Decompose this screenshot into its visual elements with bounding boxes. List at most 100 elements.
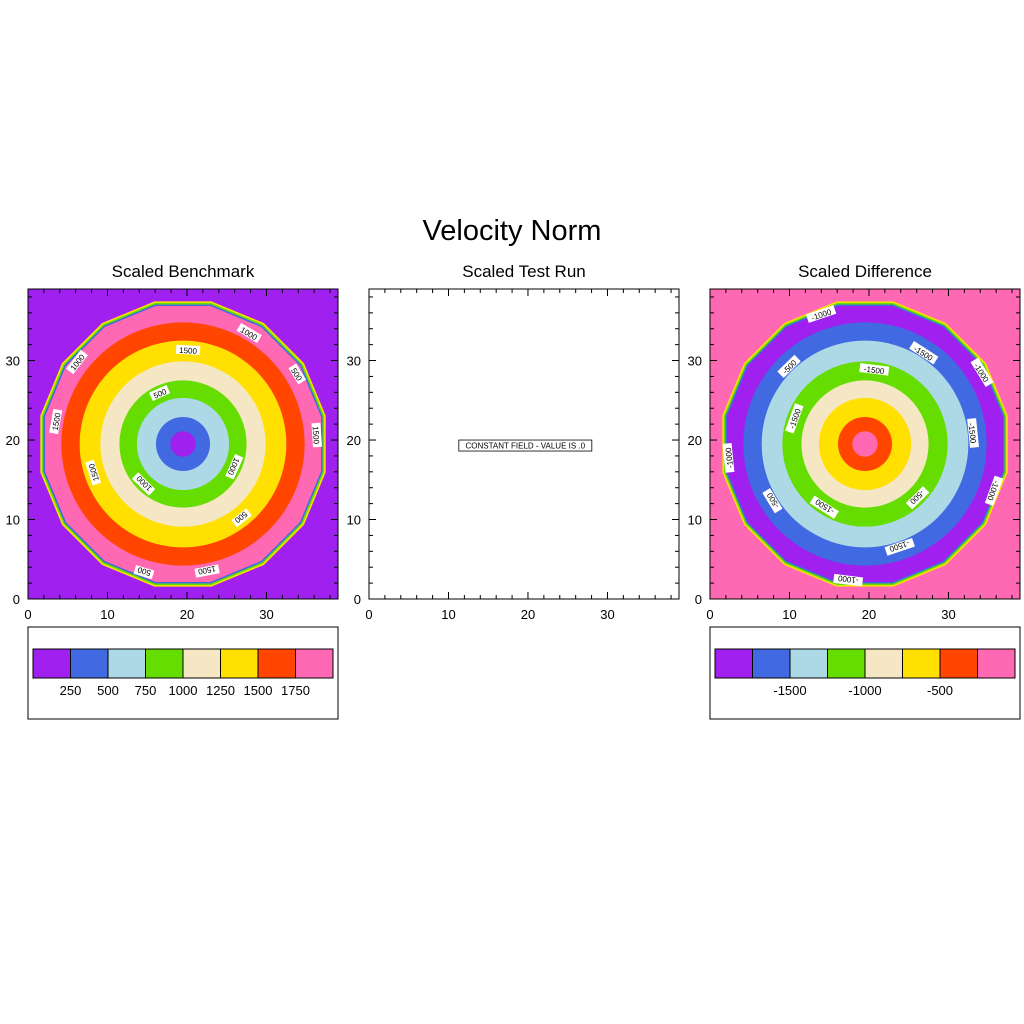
- contour-label: -1500: [967, 418, 979, 448]
- contour-label: 1500: [311, 422, 323, 448]
- x-tick-label: 10: [782, 607, 796, 622]
- x-tick-label: 30: [259, 607, 273, 622]
- axes: 00 10 10 20 20 30 30: [688, 288, 1021, 622]
- x-tick-label: 0: [365, 607, 372, 622]
- colorbar: -1500 -1000 -500: [709, 626, 1021, 720]
- axes: 00 10 10 20 20 30 30: [6, 288, 339, 622]
- contour-label: -1000: [722, 442, 735, 473]
- plot-frame: [27, 288, 339, 600]
- y-tick-label: 30: [347, 354, 361, 369]
- contour-label-box: [131, 472, 156, 496]
- plot-frame: [709, 288, 1021, 600]
- contour-label-box: [225, 453, 244, 480]
- contour-label-box: [288, 363, 307, 385]
- colorbar-box: [257, 648, 296, 679]
- colorbar-label: 1500: [244, 683, 273, 698]
- colorbar-label: -500: [927, 683, 953, 698]
- y-tick-label: 10: [6, 513, 20, 528]
- x-tick-label: 30: [600, 607, 614, 622]
- plot-frame: [368, 288, 680, 600]
- colorbar-box: [752, 648, 791, 679]
- y-tick-label: 10: [347, 513, 361, 528]
- colorbar-box: [145, 648, 184, 679]
- colorbar-label: 250: [60, 683, 82, 698]
- x-tick-label: 20: [180, 607, 194, 622]
- plot-area: CONSTANT FIELD - VALUE IS .0 00 10 10 20 20 30…: [347, 288, 680, 622]
- contour-label-box: [149, 384, 171, 401]
- x-tick-label: 0: [706, 607, 713, 622]
- contour-label-box: [884, 537, 915, 556]
- contour-label-box: [777, 354, 801, 378]
- contour-label: 1500: [175, 344, 201, 356]
- contour-label-box: [311, 422, 323, 448]
- contour-label-box: [970, 357, 994, 387]
- contour-label-box: [909, 341, 939, 365]
- axes: 00 10 10 20 20 30 30: [347, 288, 680, 622]
- colorbar: 250 500 750 1000 1250 1500 1750: [27, 626, 339, 720]
- contour-label-box: [859, 363, 890, 376]
- y-tick-label: 0: [695, 592, 702, 607]
- y-tick-label: 20: [6, 433, 20, 448]
- y-tick-label: 10: [688, 513, 702, 528]
- contour-label: -1000: [833, 573, 864, 587]
- colorbar-label: 500: [97, 683, 119, 698]
- x-tick-label: 20: [862, 607, 876, 622]
- panel-test-run: Scaled Test Run CONSTANT FIELD - VALUE I…: [347, 262, 680, 622]
- contour-label-box: [236, 322, 262, 343]
- panel-benchmark: Scaled Benchmark 50010001500500100015001…: [6, 262, 339, 720]
- y-tick-label: 30: [6, 354, 20, 369]
- contour-label-box: [722, 442, 735, 473]
- x-tick-label: 10: [100, 607, 114, 622]
- colorbar-box: [295, 648, 334, 679]
- panel-difference: Scaled Difference -1000 -1500 -1500 -1000 -5…: [688, 262, 1021, 720]
- colorbar-box: [32, 648, 71, 679]
- contour-label-box: [785, 403, 804, 434]
- y-tick-label: 0: [354, 592, 361, 607]
- constant-field-note: CONSTANT FIELD - VALUE IS .0: [458, 439, 593, 452]
- x-tick-label: 20: [521, 607, 535, 622]
- contour-label-box: [809, 495, 839, 519]
- contour-label-box: [984, 475, 1004, 506]
- panel-title: Scaled Benchmark: [112, 262, 255, 281]
- colorbar-box: [220, 648, 259, 679]
- colorbar-label: 1250: [206, 683, 235, 698]
- x-tick-label: 0: [24, 607, 31, 622]
- contour-label-text: -1000: [837, 573, 859, 585]
- contour-label: 1500: [49, 408, 63, 435]
- contour-label-box: [805, 305, 837, 323]
- colorbar-box: [827, 648, 866, 679]
- colorbar-box: [70, 648, 109, 679]
- y-tick-label: 0: [13, 592, 20, 607]
- colorbar-box: [977, 648, 1016, 679]
- contour-band: [852, 431, 878, 457]
- y-tick-label: 20: [688, 433, 702, 448]
- contour-label-text: 500: [136, 565, 152, 578]
- contour-label-box: [231, 508, 252, 528]
- contour-label-box: [66, 349, 88, 375]
- colorbar-label: -1000: [848, 683, 881, 698]
- colorbar-label: 1000: [169, 683, 198, 698]
- contour-label-text: -1500: [863, 365, 885, 377]
- contour-label-text: -1000: [724, 447, 735, 469]
- figure-title: Velocity Norm: [423, 215, 602, 247]
- colorbar-box: [864, 648, 903, 679]
- colorbar-label: -1500: [773, 683, 806, 698]
- contour-label-box: [49, 408, 63, 435]
- colorbar-box: [714, 648, 753, 679]
- note-text: CONSTANT FIELD - VALUE IS .0: [466, 442, 586, 451]
- panel-title: Scaled Difference: [798, 262, 932, 281]
- note-box: [458, 439, 593, 452]
- contour-label-text: 1500: [51, 412, 63, 432]
- colorbar-label: 750: [135, 683, 157, 698]
- colorbar-box: [902, 648, 941, 679]
- contour-label-box: [833, 573, 864, 587]
- colorbar-box: [789, 648, 828, 679]
- contour-label-box: [762, 488, 783, 514]
- contour-label-text: 1500: [197, 564, 217, 576]
- contour-label-box: [133, 565, 155, 580]
- contour-band: [170, 431, 196, 457]
- contour-label-text: 1500: [311, 426, 321, 445]
- y-tick-label: 20: [347, 433, 361, 448]
- contour-label-box: [905, 486, 930, 510]
